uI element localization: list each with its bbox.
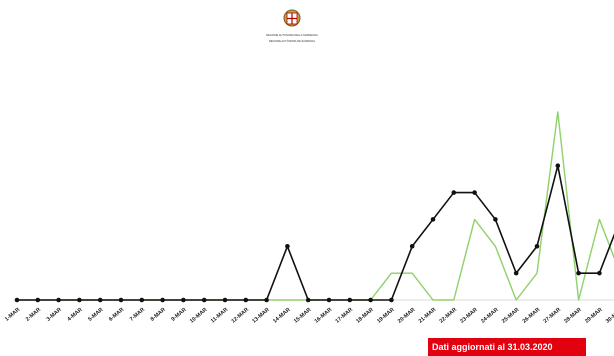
x-tick-label: 24-MAR <box>480 307 500 325</box>
series-black-point <box>56 297 61 303</box>
x-tick-label: 22-MAR <box>439 307 459 325</box>
series-black-point <box>576 270 581 276</box>
x-tick-label: 9-MAR <box>170 307 187 323</box>
series-black-point <box>201 297 207 303</box>
series-black-point <box>326 297 332 303</box>
series-black-point <box>285 243 290 249</box>
x-tick-label: 16-MAR <box>314 307 334 325</box>
region-coat-of-arms <box>283 9 301 27</box>
x-tick-label: 5-MAR <box>87 307 104 323</box>
x-tick-label: 13-MAR <box>251 307 271 325</box>
update-note: Dati aggiornati al 31.03.2020 <box>428 338 586 356</box>
x-tick-label: 8-MAR <box>150 307 167 323</box>
series-black-point <box>347 297 353 303</box>
x-tick-label: 15-MAR <box>293 307 313 325</box>
x-tick-label: 29-MAR <box>584 307 604 325</box>
series-black-point <box>409 243 415 249</box>
series-black-point <box>555 163 561 169</box>
series-black-point <box>77 297 82 303</box>
series-black-point <box>451 190 457 195</box>
series-black-point <box>160 297 165 303</box>
series-line-green <box>17 111 614 301</box>
series-black-point <box>493 217 498 222</box>
x-tick-label: 2-MAR <box>25 307 42 323</box>
series-black-point <box>222 297 228 303</box>
x-tick-label: 17-MAR <box>335 307 355 325</box>
x-tick-label: 4-MAR <box>66 307 83 323</box>
series-black-point <box>597 270 602 276</box>
x-tick-label: 7-MAR <box>129 307 146 323</box>
x-tick-label: 23-MAR <box>459 307 479 325</box>
header-line-1: REGIONE AUTONOMA DELLA SARDEGNA <box>266 33 318 37</box>
series-black-point <box>181 297 186 303</box>
series-black-point <box>118 297 124 303</box>
x-tick-label: 10-MAR <box>189 307 209 325</box>
x-tick-label: 14-MAR <box>272 307 292 325</box>
series-black-point <box>472 190 477 195</box>
x-tick-label: 21-MAR <box>418 307 438 325</box>
x-tick-label: 1-MAR <box>4 307 21 323</box>
series-black-point <box>243 297 249 303</box>
series-black-point <box>430 217 436 222</box>
x-tick-label: 12-MAR <box>231 307 251 325</box>
x-tick-label: 30-MAR <box>605 307 614 325</box>
series-black-point <box>14 297 20 303</box>
series-black-point <box>389 297 394 303</box>
series-line-black <box>17 164 614 301</box>
series-black-point <box>513 270 519 276</box>
x-tick-label: 27-MAR <box>543 307 563 325</box>
x-tick-label: 6-MAR <box>108 307 125 323</box>
series-black-point <box>534 243 540 249</box>
x-tick-label: 11-MAR <box>210 307 229 325</box>
x-tick-label: 26-MAR <box>522 307 542 325</box>
series-black-point <box>264 297 269 303</box>
series-black-point <box>35 297 41 303</box>
x-tick-label: 20-MAR <box>397 307 417 325</box>
x-tick-label: 3-MAR <box>46 307 63 323</box>
series-black-point <box>305 297 311 303</box>
series-black-point <box>97 297 103 303</box>
x-tick-label: 28-MAR <box>563 307 583 325</box>
series-black-point <box>368 297 373 303</box>
x-tick-label: 25-MAR <box>501 307 521 325</box>
header-emblem: REGIONE AUTONOMA DELLA SARDEGNA REGIONE … <box>266 9 318 43</box>
header-line-2: REGIONE AUTÒNOMA DE SARDIGNA <box>269 38 315 43</box>
series-black-point <box>139 297 145 303</box>
x-tick-label: 18-MAR <box>355 307 375 325</box>
x-tick-label: 19-MAR <box>376 307 396 325</box>
